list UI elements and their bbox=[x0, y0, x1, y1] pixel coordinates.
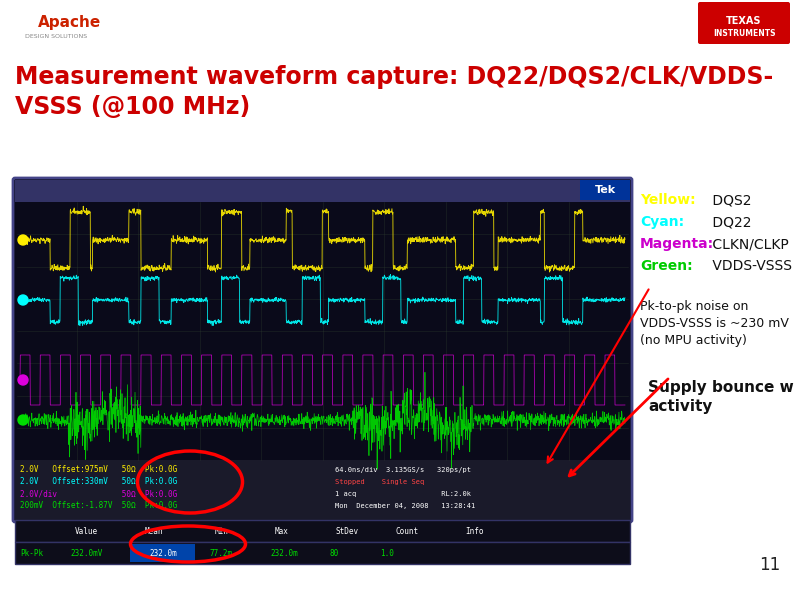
Text: Stopped    Single Seq: Stopped Single Seq bbox=[335, 479, 424, 485]
Text: Mean: Mean bbox=[145, 527, 164, 536]
Text: Min: Min bbox=[215, 527, 229, 536]
Text: Pk-to-pk noise on
VDDS-VSSS is ~230 mV
(no MPU activity): Pk-to-pk noise on VDDS-VSSS is ~230 mV (… bbox=[640, 300, 789, 347]
Circle shape bbox=[18, 295, 28, 305]
Text: Pk-Pk: Pk-Pk bbox=[20, 549, 43, 558]
FancyBboxPatch shape bbox=[580, 180, 630, 200]
FancyBboxPatch shape bbox=[698, 2, 790, 44]
FancyBboxPatch shape bbox=[13, 178, 632, 522]
FancyBboxPatch shape bbox=[15, 520, 630, 542]
Text: 232.0m: 232.0m bbox=[149, 549, 177, 558]
Text: Green:: Green: bbox=[640, 259, 692, 273]
Text: Apache: Apache bbox=[38, 15, 102, 30]
Text: StDev: StDev bbox=[335, 527, 358, 536]
Text: 2.0V/div              50Ω  Pk:0.0G: 2.0V/div 50Ω Pk:0.0G bbox=[20, 490, 177, 499]
Text: DQ22: DQ22 bbox=[708, 215, 751, 229]
FancyBboxPatch shape bbox=[5, 5, 115, 40]
Text: 1 acq                    RL:2.0k: 1 acq RL:2.0k bbox=[335, 491, 471, 497]
Text: CLKN/CLKP: CLKN/CLKP bbox=[708, 237, 788, 251]
Text: Cyan:: Cyan: bbox=[640, 215, 684, 229]
Text: Max: Max bbox=[275, 527, 289, 536]
Text: 80: 80 bbox=[330, 549, 339, 558]
Text: Value: Value bbox=[75, 527, 98, 536]
Text: 11: 11 bbox=[759, 556, 781, 574]
FancyBboxPatch shape bbox=[15, 180, 630, 202]
Text: 1.0: 1.0 bbox=[380, 549, 394, 558]
Text: VDDS-VSSS: VDDS-VSSS bbox=[708, 259, 792, 273]
Text: Yellow:: Yellow: bbox=[640, 193, 696, 207]
Text: Supply bounce with
activity: Supply bounce with activity bbox=[648, 380, 794, 414]
Text: 232.0mV: 232.0mV bbox=[70, 549, 102, 558]
Text: VSSS (@100 MHz): VSSS (@100 MHz) bbox=[15, 95, 250, 119]
Text: Mon  December 04, 2008   13:28:41: Mon December 04, 2008 13:28:41 bbox=[335, 503, 476, 509]
Text: 2.0V   Offset:330mV   50Ω  Pk:0.0G: 2.0V Offset:330mV 50Ω Pk:0.0G bbox=[20, 478, 177, 487]
Circle shape bbox=[18, 375, 28, 385]
Text: 200mV  Offset:-1.87V  50Ω  Pk:0.0G: 200mV Offset:-1.87V 50Ω Pk:0.0G bbox=[20, 502, 177, 511]
Text: 77.2m: 77.2m bbox=[210, 549, 233, 558]
Text: Info: Info bbox=[465, 527, 484, 536]
Circle shape bbox=[18, 415, 28, 425]
Text: Count: Count bbox=[395, 527, 418, 536]
Text: 232.0m: 232.0m bbox=[270, 549, 298, 558]
FancyBboxPatch shape bbox=[15, 460, 630, 520]
Text: INSTRUMENTS: INSTRUMENTS bbox=[713, 29, 775, 37]
FancyBboxPatch shape bbox=[15, 542, 630, 564]
Text: DESIGN SOLUTIONS: DESIGN SOLUTIONS bbox=[25, 33, 87, 39]
Text: TEXAS: TEXAS bbox=[727, 16, 761, 26]
Circle shape bbox=[18, 235, 28, 245]
Text: Magenta:: Magenta: bbox=[640, 237, 714, 251]
FancyBboxPatch shape bbox=[130, 544, 195, 562]
Text: 2.0V   Offset:975mV   50Ω  Pk:0.0G: 2.0V Offset:975mV 50Ω Pk:0.0G bbox=[20, 465, 177, 474]
Text: DQS2: DQS2 bbox=[708, 193, 751, 207]
Text: Measurement waveform capture: DQ22/DQS2/CLK/VDDS-: Measurement waveform capture: DQ22/DQS2/… bbox=[15, 65, 773, 89]
Text: 64.0ns/div  3.135GS/s   320ps/pt: 64.0ns/div 3.135GS/s 320ps/pt bbox=[335, 467, 471, 473]
Text: Tek: Tek bbox=[595, 185, 615, 195]
